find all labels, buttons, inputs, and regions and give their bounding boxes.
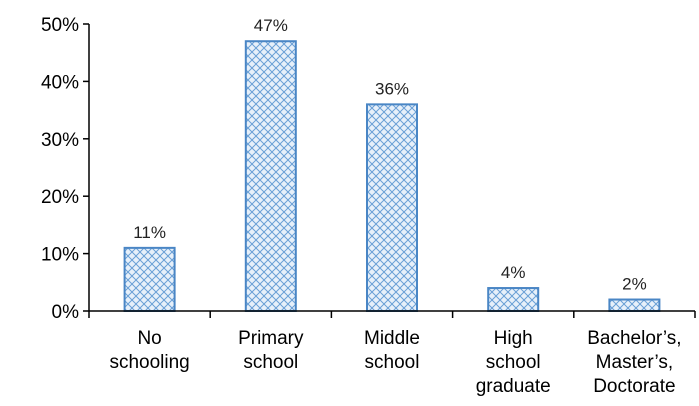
x-tick-label: High school graduate xyxy=(476,328,551,397)
bar xyxy=(123,246,176,312)
x-tick-label: Middle school xyxy=(364,328,420,373)
x-tick-label: Primary school xyxy=(238,328,304,373)
x-tick-label-line: No xyxy=(137,328,161,349)
bar xyxy=(244,40,297,312)
x-tick-label-line: Doctorate xyxy=(593,376,675,397)
x-tick-label-line: Primary xyxy=(238,328,304,349)
x-tick-label-line: school xyxy=(365,352,420,373)
x-tick-label-line: graduate xyxy=(476,376,551,397)
data-label: 36% xyxy=(375,79,409,98)
bar xyxy=(487,287,540,313)
x-tick-label-line: Master’s, xyxy=(596,352,673,373)
x-tick-label-line: school xyxy=(486,352,541,373)
y-tick-label: 40% xyxy=(41,72,79,93)
y-tick-label: 50% xyxy=(41,15,79,36)
bar xyxy=(608,298,661,312)
y-tick-label: 10% xyxy=(41,245,79,266)
data-label: 11% xyxy=(133,223,166,242)
x-tick-label: Bachelor’s, Master’s, Doctorate xyxy=(587,328,681,397)
x-tick-label-line: High xyxy=(494,328,533,349)
data-label: 2% xyxy=(622,275,647,294)
x-tick-label-line: school xyxy=(243,352,298,373)
bars: 11% 47% 36% 4% 2% xyxy=(123,16,661,313)
x-tick-label-line: schooling xyxy=(109,352,189,373)
y-tick-label: 30% xyxy=(41,130,79,151)
x-tick-label-line: Bachelor’s, xyxy=(587,328,681,349)
y-tick-label: 0% xyxy=(52,302,80,323)
x-tick-label-line: Middle xyxy=(364,328,420,349)
data-label: 4% xyxy=(501,263,526,282)
data-label: 47% xyxy=(254,16,288,35)
x-tick-label: No schooling xyxy=(109,328,189,373)
y-tick-label: 20% xyxy=(41,187,79,208)
y-axis: 0% 10% 20% 30% 40% 50% xyxy=(41,15,90,323)
bar xyxy=(366,103,418,312)
